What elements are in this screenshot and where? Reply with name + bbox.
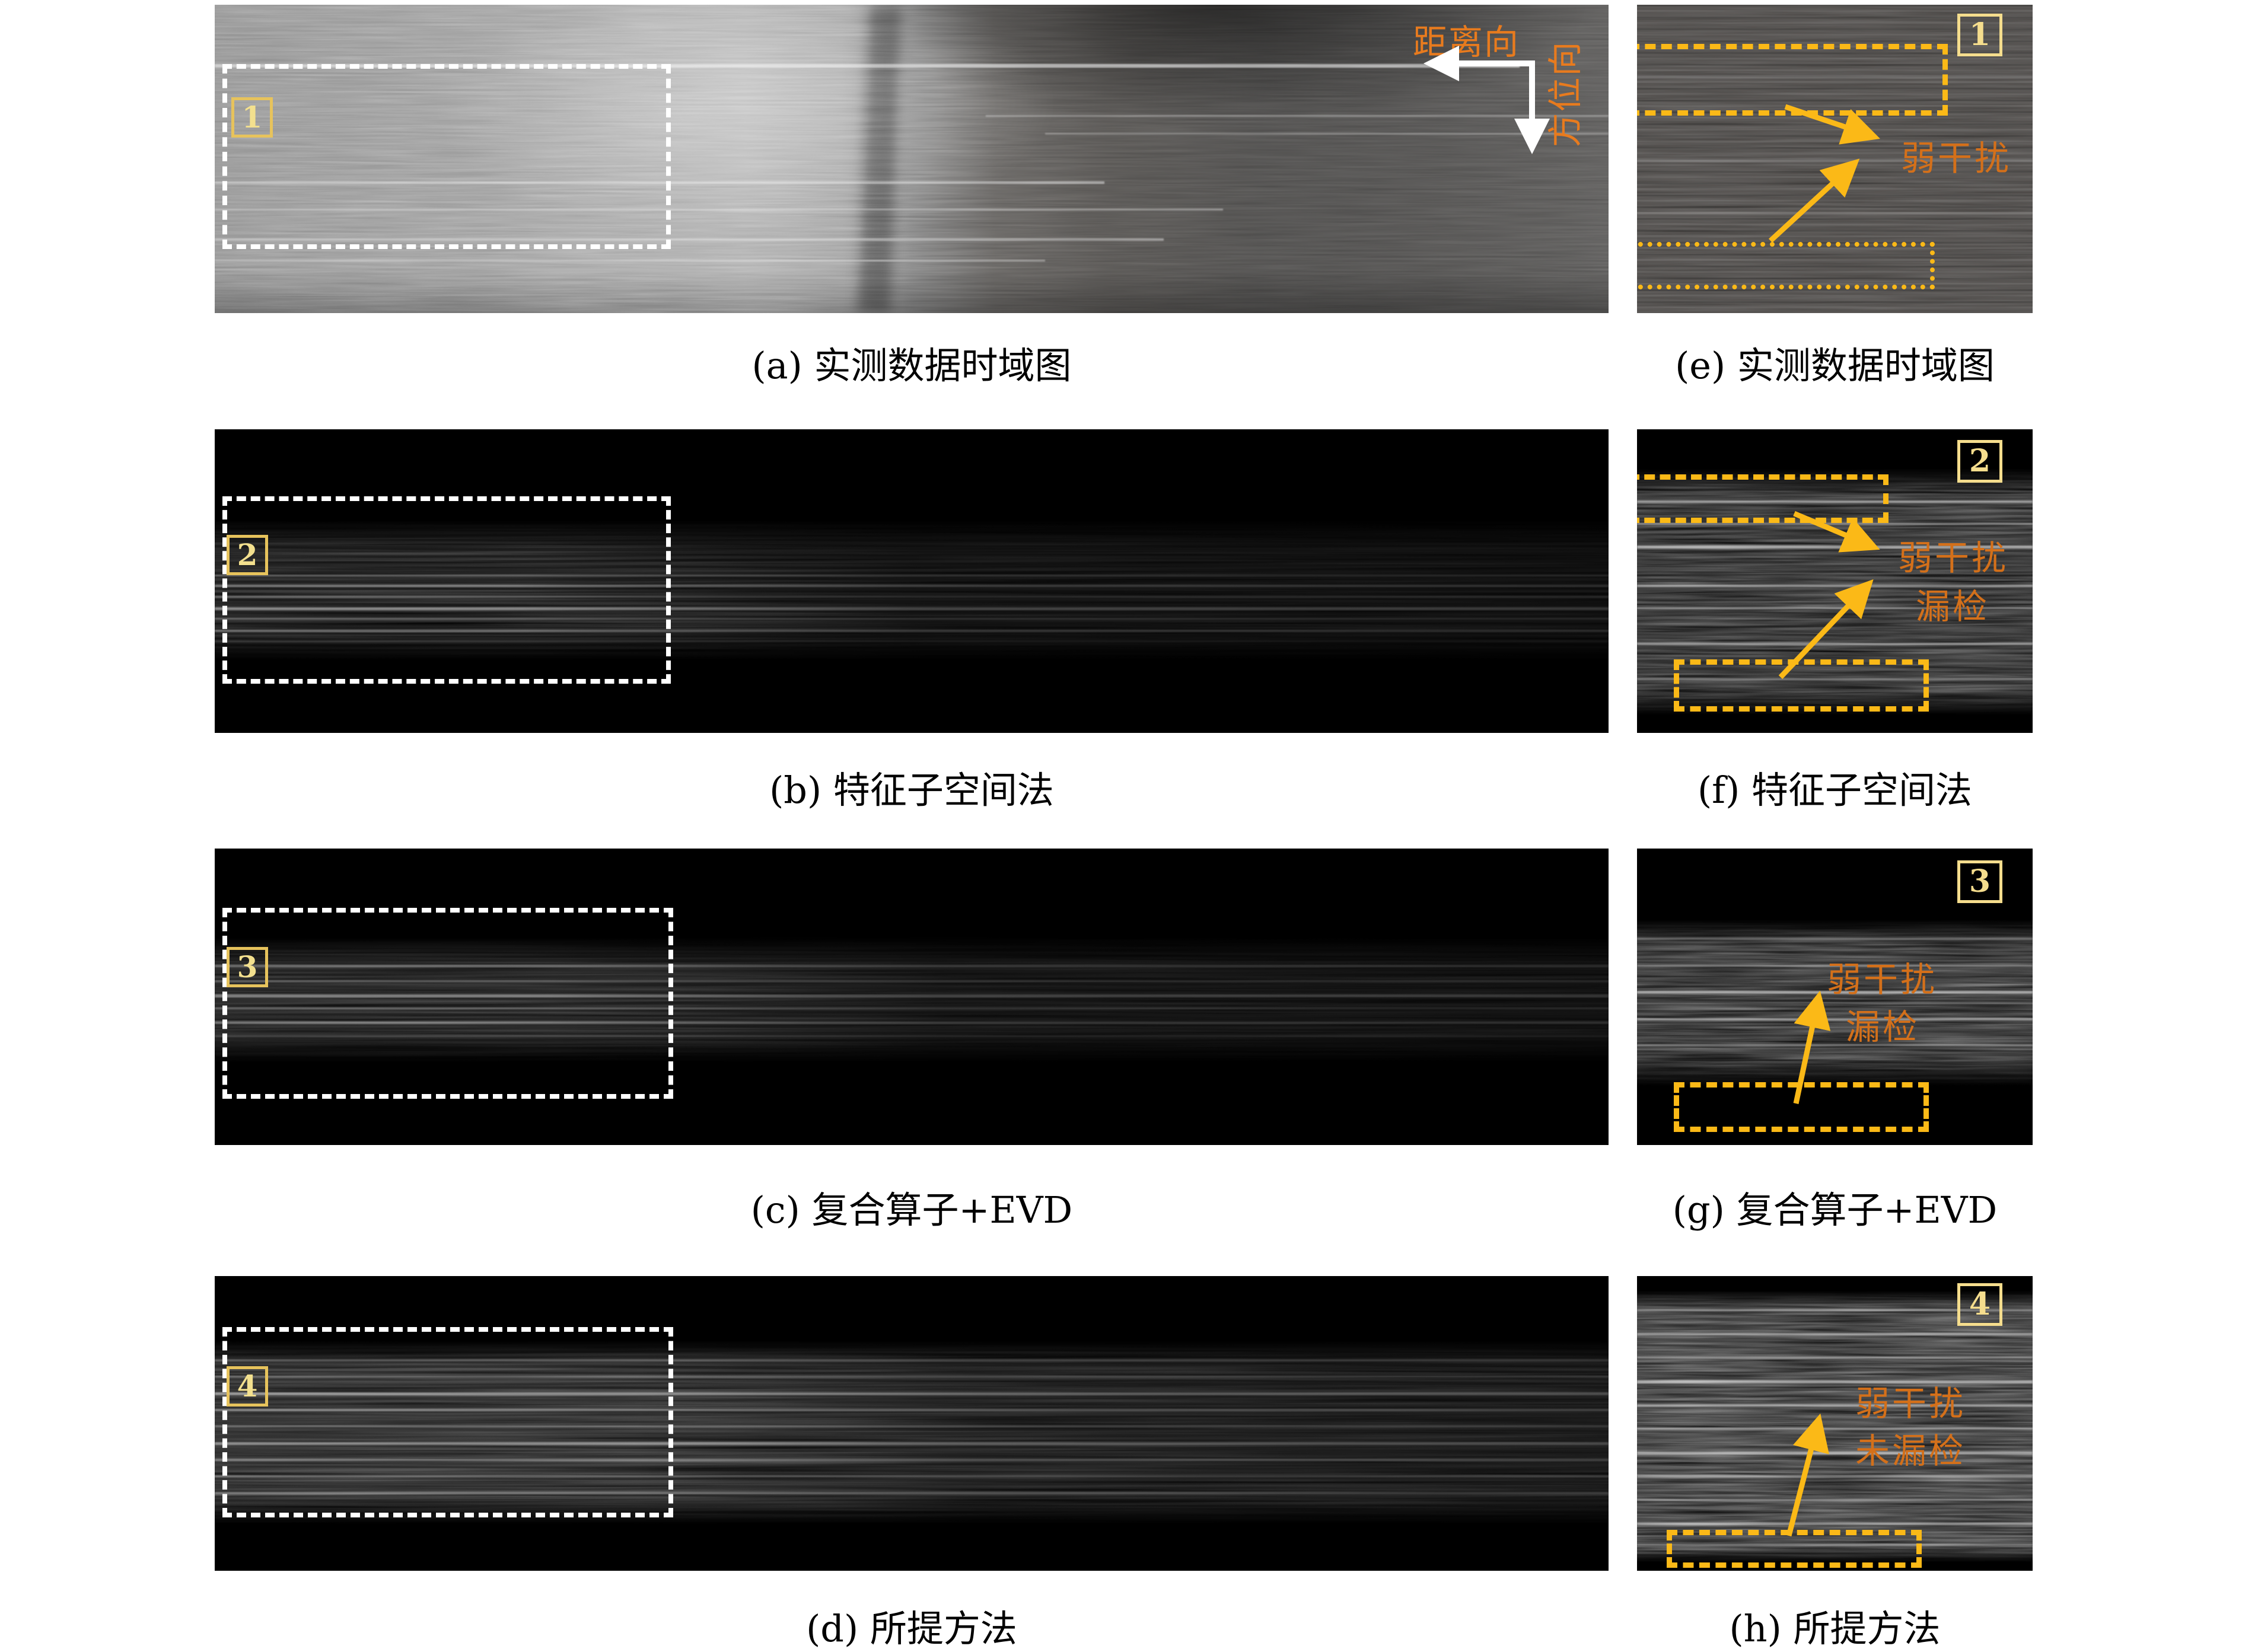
region-label-3-box: 3 bbox=[227, 947, 268, 987]
weak-interference-label: 弱干扰 bbox=[1898, 538, 2009, 578]
caption-a: (a) 实测数据时域图 bbox=[751, 344, 1072, 387]
weak-interference-label: 弱干扰 bbox=[1827, 959, 1938, 1000]
region-4-dashed-box bbox=[222, 1327, 673, 1517]
not-missed-detection-dashed-box bbox=[1667, 1530, 1922, 1568]
caption-b: (b) 特征子空间法 bbox=[769, 768, 1054, 812]
panel-g-zoom-composite-evd: 3 弱干扰 漏检 bbox=[1637, 849, 2033, 1145]
caption-f: (f) 特征子空间法 bbox=[1697, 768, 1973, 812]
region-label-3-box: 3 bbox=[1957, 860, 2002, 903]
weak-interference-label: 弱干扰 bbox=[1855, 1383, 1966, 1424]
weak-interference-label: 弱干扰 bbox=[1901, 138, 2012, 178]
band-shaping-overlay bbox=[215, 1276, 1609, 1571]
caption-e: (e) 实测数据时域图 bbox=[1675, 344, 1995, 387]
not-missed-detection-label: 未漏检 bbox=[1855, 1431, 1966, 1471]
panel-c-composite-evd: 3 bbox=[215, 849, 1609, 1145]
arrow bbox=[1784, 104, 1880, 145]
panel-h-zoom-proposed-method: 4 弱干扰 未漏检 bbox=[1637, 1276, 2033, 1571]
arrow bbox=[1793, 990, 1831, 1104]
region-label-3: 3 bbox=[237, 949, 258, 984]
region-3-dashed-box bbox=[222, 908, 673, 1099]
missed-detection-dashed-box bbox=[1674, 659, 1929, 712]
arrow bbox=[1768, 158, 1860, 243]
region-label-2-box: 2 bbox=[1957, 440, 2002, 483]
panel-f-zoom-eigen-subspace: 2 弱干扰 漏检 bbox=[1637, 429, 2033, 733]
region-label-4: 4 bbox=[237, 1369, 258, 1404]
arrow bbox=[1793, 511, 1880, 553]
region-label-4-box: 4 bbox=[227, 1366, 268, 1407]
caption-d: (d) 所提方法 bbox=[806, 1607, 1017, 1650]
region-label-3: 3 bbox=[1969, 863, 1991, 900]
band-shaping-overlay bbox=[1637, 849, 2033, 1145]
region-label-1: 1 bbox=[241, 100, 263, 135]
panel-e-zoom-measured-data: 1 弱干扰 bbox=[1637, 5, 2033, 313]
panel-d-proposed-method: 4 bbox=[215, 1276, 1609, 1571]
region-label-2: 2 bbox=[1969, 443, 1991, 479]
annotation-arrows bbox=[1778, 511, 1880, 680]
region-label-4: 4 bbox=[1969, 1286, 1991, 1322]
region-label-1-box: 1 bbox=[1957, 14, 2002, 56]
caption-h: (h) 所提方法 bbox=[1729, 1607, 1941, 1650]
panel-b-eigen-subspace: 2 bbox=[215, 429, 1609, 733]
region-1-dashed-box bbox=[222, 64, 671, 249]
weak-interference-dashed-box bbox=[1637, 474, 1888, 523]
missed-detection-label: 漏检 bbox=[1846, 1007, 1920, 1047]
annotation-arrows bbox=[1768, 104, 1880, 243]
annotation-arrows bbox=[1793, 990, 1831, 1104]
arrow bbox=[1786, 1413, 1829, 1537]
missed-detection-label: 漏检 bbox=[1916, 586, 1990, 627]
noise-texture bbox=[215, 5, 1609, 313]
region-label-2-box: 2 bbox=[227, 535, 268, 575]
region-label-2: 2 bbox=[237, 537, 258, 572]
arrow bbox=[1778, 579, 1874, 680]
direction-arrows bbox=[1423, 46, 1550, 154]
panel-a-measured-data-image: 1 距离向 方位向 bbox=[215, 5, 1609, 313]
region-2-dashed-box bbox=[222, 496, 671, 684]
region-label-1-box: 1 bbox=[231, 97, 273, 138]
annotation-arrows bbox=[1786, 1413, 1829, 1537]
region-label-1: 1 bbox=[1969, 17, 1991, 53]
caption-c: (c) 复合算子+EVD bbox=[750, 1188, 1073, 1232]
weak-interference-dotted-box bbox=[1637, 242, 1935, 289]
weak-interference-dashed-box bbox=[1637, 44, 1948, 116]
region-label-4-box: 4 bbox=[1957, 1283, 2002, 1326]
caption-g: (g) 复合算子+EVD bbox=[1672, 1188, 1998, 1232]
